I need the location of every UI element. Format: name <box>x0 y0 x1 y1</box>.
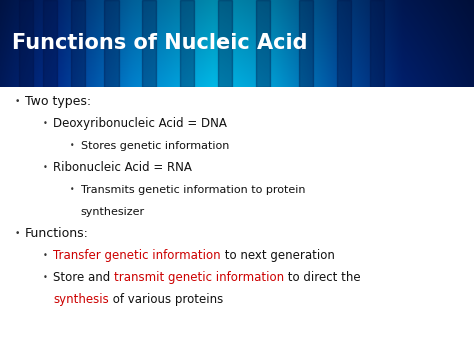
Bar <box>71 0 85 87</box>
Bar <box>104 0 118 87</box>
Text: •: • <box>43 273 47 282</box>
Text: •: • <box>14 97 19 106</box>
Text: •: • <box>14 229 19 238</box>
Text: Store and: Store and <box>53 271 114 284</box>
Text: to next generation: to next generation <box>221 249 335 262</box>
Bar <box>43 0 57 87</box>
Bar <box>142 0 156 87</box>
Text: Two types:: Two types: <box>25 95 91 108</box>
Bar <box>218 0 232 87</box>
Bar <box>299 0 313 87</box>
Text: •: • <box>43 119 47 128</box>
Text: Ribonucleic Acid = RNA: Ribonucleic Acid = RNA <box>53 161 192 174</box>
Text: synthesis: synthesis <box>53 293 109 306</box>
Text: Deoxyribonucleic Acid = DNA: Deoxyribonucleic Acid = DNA <box>53 117 227 130</box>
Text: •: • <box>43 251 47 260</box>
Bar <box>19 0 33 87</box>
Text: •: • <box>70 185 74 194</box>
Bar <box>180 0 194 87</box>
Bar <box>370 0 384 87</box>
Text: Functions:: Functions: <box>25 227 89 240</box>
Text: Functions of Nucleic Acid: Functions of Nucleic Acid <box>12 33 307 54</box>
Text: Stores genetic information: Stores genetic information <box>81 141 229 151</box>
Text: Transfer genetic information: Transfer genetic information <box>53 249 221 262</box>
Text: •: • <box>43 163 47 172</box>
Text: •: • <box>70 141 74 150</box>
Text: to direct the: to direct the <box>284 271 361 284</box>
Text: transmit genetic information: transmit genetic information <box>114 271 284 284</box>
Bar <box>337 0 351 87</box>
Text: Transmits genetic information to protein: Transmits genetic information to protein <box>81 185 305 195</box>
Bar <box>256 0 270 87</box>
Text: synthesizer: synthesizer <box>81 207 145 217</box>
Text: of various proteins: of various proteins <box>109 293 223 306</box>
